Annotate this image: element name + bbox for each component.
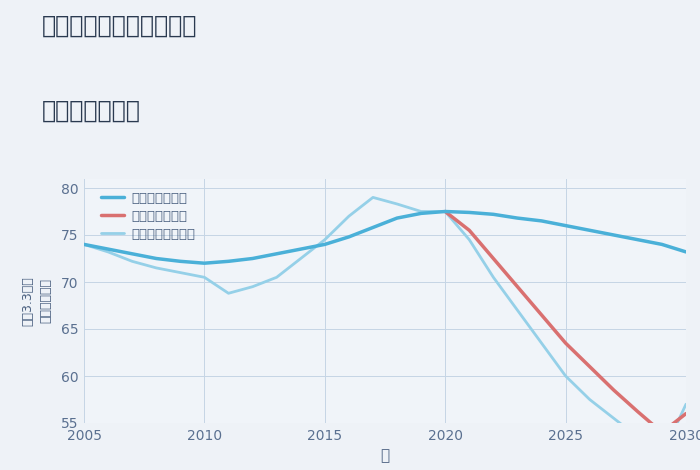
グッドシナリオ [224, 258, 232, 264]
Line: グッドシナリオ: グッドシナリオ [84, 212, 686, 263]
グッドシナリオ [465, 210, 473, 215]
グッドシナリオ [538, 218, 546, 224]
X-axis label: 年: 年 [380, 448, 390, 463]
ノーマルシナリオ [585, 397, 594, 402]
ノーマルシナリオ [200, 274, 209, 280]
バッドシナリオ [465, 227, 473, 233]
グッドシナリオ [441, 209, 449, 214]
グッドシナリオ [344, 234, 353, 240]
グッドシナリオ [176, 258, 185, 264]
グッドシナリオ [152, 256, 160, 261]
グッドシナリオ [561, 223, 570, 228]
グッドシナリオ [513, 215, 522, 221]
ノーマルシナリオ [682, 401, 690, 407]
バッドシナリオ [634, 409, 642, 415]
バッドシナリオ [489, 256, 498, 261]
バッドシナリオ [538, 312, 546, 318]
グッドシナリオ [80, 242, 88, 247]
ノーマルシナリオ [658, 453, 666, 459]
ノーマルシナリオ [344, 213, 353, 219]
バッドシナリオ [441, 209, 449, 214]
ノーマルシナリオ [297, 256, 305, 261]
ノーマルシナリオ [104, 249, 112, 255]
ノーマルシナリオ [465, 237, 473, 243]
バッドシナリオ [561, 340, 570, 346]
バッドシナリオ [513, 284, 522, 290]
バッドシナリオ [658, 430, 666, 435]
グッドシナリオ [489, 212, 498, 217]
Line: バッドシナリオ: バッドシナリオ [445, 212, 686, 432]
ノーマルシナリオ [80, 242, 88, 247]
ノーマルシナリオ [128, 258, 136, 264]
ノーマルシナリオ [224, 290, 232, 296]
グッドシナリオ [585, 227, 594, 233]
ノーマルシナリオ [176, 270, 185, 275]
ノーマルシナリオ [321, 237, 329, 243]
ノーマルシナリオ [561, 373, 570, 379]
Legend: グッドシナリオ, バッドシナリオ, ノーマルシナリオ: グッドシナリオ, バッドシナリオ, ノーマルシナリオ [97, 188, 199, 245]
グッドシナリオ [634, 237, 642, 243]
バッドシナリオ [585, 364, 594, 369]
グッドシナリオ [128, 251, 136, 257]
ノーマルシナリオ [634, 434, 642, 440]
ノーマルシナリオ [417, 209, 426, 214]
ノーマルシナリオ [152, 265, 160, 271]
Line: ノーマルシナリオ: ノーマルシナリオ [84, 197, 686, 456]
バッドシナリオ [610, 387, 618, 393]
グッドシナリオ [682, 249, 690, 255]
ノーマルシナリオ [369, 195, 377, 200]
Y-axis label: 坪（3.3㎡）
単価（万円）: 坪（3.3㎡） 単価（万円） [22, 276, 52, 326]
グッドシナリオ [658, 242, 666, 247]
グッドシナリオ [248, 256, 257, 261]
ノーマルシナリオ [538, 340, 546, 346]
グッドシナリオ [297, 246, 305, 252]
ノーマルシナリオ [489, 274, 498, 280]
バッドシナリオ [682, 411, 690, 416]
グッドシナリオ [610, 232, 618, 238]
ノーマルシナリオ [610, 415, 618, 421]
グッドシナリオ [200, 260, 209, 266]
グッドシナリオ [393, 215, 401, 221]
ノーマルシナリオ [248, 284, 257, 290]
ノーマルシナリオ [441, 209, 449, 214]
グッドシナリオ [417, 211, 426, 216]
ノーマルシナリオ [272, 274, 281, 280]
ノーマルシナリオ [513, 307, 522, 313]
グッドシナリオ [104, 246, 112, 252]
グッドシナリオ [321, 242, 329, 247]
グッドシナリオ [272, 251, 281, 257]
ノーマルシナリオ [393, 201, 401, 207]
Text: 兵庫県西宮市甲子園浜の: 兵庫県西宮市甲子園浜の [42, 14, 197, 38]
Text: 土地の価格推移: 土地の価格推移 [42, 99, 141, 123]
グッドシナリオ [369, 225, 377, 230]
